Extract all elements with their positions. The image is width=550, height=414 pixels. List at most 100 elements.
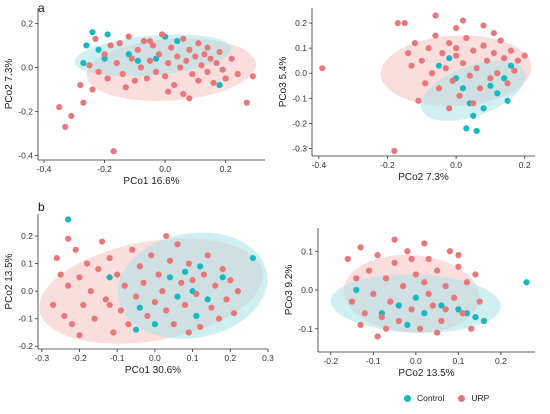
- y-tick-label: 0.1: [295, 43, 307, 53]
- point-urp: [374, 333, 381, 340]
- point-control: [89, 29, 96, 36]
- point-control: [353, 286, 360, 294]
- point-urp: [159, 288, 166, 295]
- point-urp: [470, 47, 477, 54]
- legend-item-control: Control: [404, 393, 444, 403]
- point-urp: [189, 277, 196, 284]
- point-urp: [65, 282, 72, 289]
- point-urp: [80, 99, 87, 106]
- point-urp: [171, 82, 178, 89]
- point-control: [219, 274, 226, 281]
- point-urp: [204, 44, 211, 51]
- point-urp: [243, 99, 250, 106]
- point-urp: [234, 70, 241, 78]
- x-tick-label: -0.2: [97, 164, 112, 174]
- y-tick-label: 0.1: [21, 259, 33, 269]
- point-urp: [117, 307, 125, 314]
- point-control: [204, 296, 211, 303]
- point-urp: [497, 37, 504, 44]
- x-tick-label: -0.2: [323, 356, 338, 366]
- point-urp: [395, 317, 402, 325]
- point-urp: [459, 17, 467, 24]
- point-urp: [451, 294, 458, 301]
- point-urp: [391, 259, 398, 266]
- point-control: [197, 263, 204, 270]
- point-urp: [62, 123, 69, 131]
- point-urp: [365, 267, 373, 274]
- point-urp: [114, 271, 121, 278]
- point-urp: [213, 59, 220, 67]
- point-control: [249, 254, 257, 262]
- point-urp: [155, 271, 162, 278]
- point-urp: [434, 329, 441, 336]
- point-control: [95, 46, 102, 53]
- point-urp: [418, 57, 425, 64]
- point-urp: [480, 22, 487, 29]
- point-urp: [514, 57, 521, 64]
- y-tick-label: 0.2: [295, 18, 307, 28]
- ellipse-control: [420, 60, 526, 121]
- point-urp: [477, 85, 484, 92]
- point-urp: [230, 310, 238, 317]
- point-urp: [501, 55, 508, 62]
- scatter-plot-3: -0.3 -0.2 -0.1 0.0 0.1 0.2 0.3-0.2-0.10.00.10.…: [4, 214, 274, 376]
- y-tick-label: -0.1: [18, 314, 33, 324]
- point-urp: [463, 279, 471, 286]
- x-axis-label: PCo1 16.6%: [123, 176, 179, 187]
- point-urp: [53, 254, 60, 262]
- point-urp: [197, 323, 204, 331]
- y-tick-label: 0.2: [21, 231, 33, 241]
- scatter-plot-4: -0.2 -0.1 0.0 0.1 0.2 -0.1 0.0 0.1 PCo2 13.5% PCo…: [284, 228, 535, 379]
- point-urp: [417, 325, 424, 332]
- point-urp: [439, 50, 446, 57]
- point-urp: [200, 271, 208, 278]
- scatter-plot-2: -0.4 -0.2 0.0 0.2 -0.3 -0.2 -0.1 0.0 0.1 0.2 PCo2 …: [278, 8, 535, 183]
- point-urp: [463, 35, 470, 42]
- legend-label-urp: URP: [471, 393, 490, 403]
- point-urp: [106, 254, 113, 262]
- point-control: [504, 97, 511, 104]
- point-urp: [86, 62, 93, 69]
- x-axis-label: PCo1 30.6%: [125, 365, 181, 376]
- point-urp: [504, 80, 511, 87]
- point-control: [470, 112, 477, 119]
- point-urp: [136, 263, 143, 270]
- point-urp: [170, 321, 177, 328]
- point-urp: [180, 35, 187, 42]
- point-urp: [387, 298, 394, 305]
- point-urp: [425, 290, 432, 297]
- point-control: [174, 293, 181, 300]
- point-urp: [357, 244, 364, 251]
- point-urp: [76, 274, 83, 281]
- point-urp: [428, 70, 436, 77]
- point-control: [174, 37, 181, 45]
- point-urp: [168, 44, 175, 51]
- point-urp: [125, 321, 132, 328]
- point-urp: [165, 88, 172, 95]
- point-control: [421, 310, 428, 317]
- point-urp: [121, 282, 128, 289]
- point-urp: [57, 271, 64, 278]
- x-tick-label: -0.4: [37, 164, 52, 174]
- point-urp: [215, 315, 223, 322]
- point-control: [101, 55, 108, 62]
- point-urp: [442, 306, 449, 313]
- point-control: [106, 274, 113, 281]
- point-urp: [77, 82, 84, 89]
- point-control: [435, 62, 443, 69]
- point-urp: [110, 329, 117, 336]
- point-control: [65, 216, 72, 223]
- point-urp: [455, 252, 462, 259]
- point-urp: [95, 68, 102, 75]
- point-urp: [174, 53, 181, 60]
- y-axis-label: PCo3 9.2%: [284, 265, 295, 316]
- point-urp: [89, 86, 96, 93]
- urp-swatch-icon: [458, 394, 466, 402]
- x-tick-label: -0.2: [72, 353, 87, 363]
- y-tick-label: 0.2: [21, 18, 33, 28]
- point-control: [404, 321, 411, 328]
- point-urp: [382, 325, 390, 332]
- point-urp: [473, 65, 480, 72]
- point-urp: [476, 298, 483, 305]
